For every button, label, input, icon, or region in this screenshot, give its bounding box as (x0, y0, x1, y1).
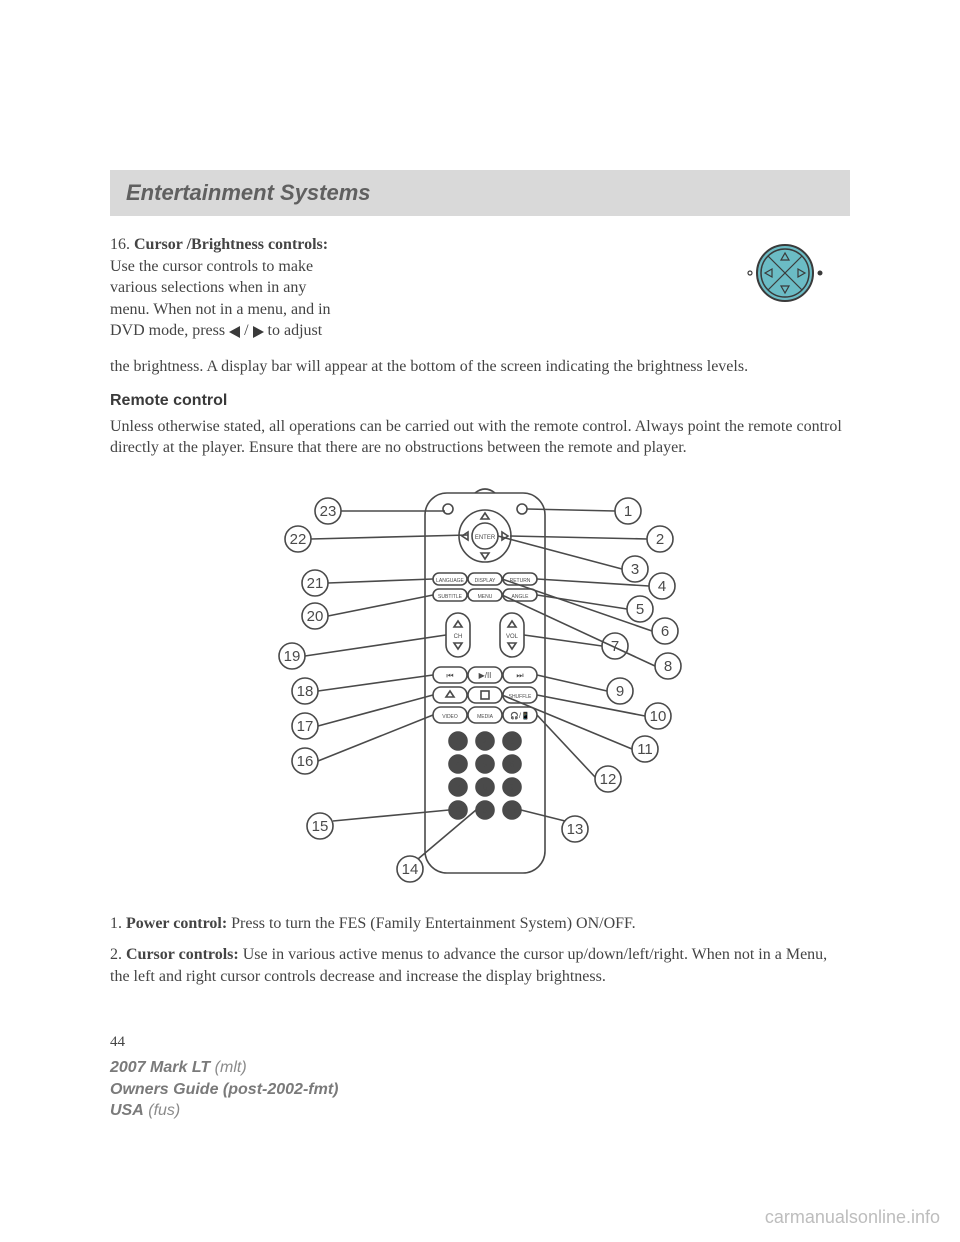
svg-text:1: 1 (456, 737, 461, 746)
svg-text:3: 3 (510, 737, 515, 746)
line: various selections when in any (110, 279, 306, 296)
dpad-svg (730, 238, 840, 308)
item-number: 2. (110, 946, 122, 963)
triangle-left-icon (229, 326, 240, 338)
svg-text:16: 16 (297, 753, 314, 770)
item-2: 2. Cursor controls: Use in various activ… (110, 944, 850, 987)
page-content: Entertainment Systems 16. Cursor /Bright… (0, 0, 960, 1051)
svg-text:21: 21 (307, 575, 324, 592)
item-title: Cursor controls: (126, 946, 239, 963)
footer-model: 2007 Mark LT (110, 1059, 210, 1076)
footer-region: USA (110, 1102, 144, 1119)
svg-text:6: 6 (661, 623, 669, 640)
svg-text:20: 20 (307, 608, 324, 625)
item-number: 1. (110, 915, 122, 932)
svg-text:4: 4 (658, 578, 666, 595)
svg-text:13: 13 (567, 821, 584, 838)
remote-para: Unless otherwise stated, all operations … (110, 416, 850, 459)
svg-text:6: 6 (510, 760, 515, 769)
svg-text:0: 0 (483, 806, 488, 815)
svg-text:2: 2 (656, 531, 664, 548)
svg-text:17: 17 (297, 718, 314, 735)
svg-text:CH: CH (454, 634, 463, 640)
svg-text:🎧/📱: 🎧/📱 (510, 711, 529, 720)
item-1: 1. Power control: Press to turn the FES … (110, 913, 850, 935)
svg-text:11: 11 (637, 741, 653, 758)
line: menu. When not in a menu, and in (110, 301, 331, 318)
triangle-right-icon (253, 326, 264, 338)
svg-text:ENTER: ENTER (475, 535, 496, 541)
svg-text:9: 9 (510, 783, 515, 792)
remote-diagram: ENTER LANGUAGE DISPLAY RETURN SUBTITLE M… (220, 481, 740, 891)
svg-text:22: 22 (290, 531, 307, 548)
svg-text:4: 4 (456, 760, 461, 769)
svg-text:8: 8 (483, 783, 488, 792)
svg-text:9: 9 (616, 683, 624, 700)
svg-text:7: 7 (456, 783, 461, 792)
line: DVD mode, press (110, 322, 225, 339)
section-header-title: Entertainment Systems (126, 180, 834, 206)
svg-text:MEDIA: MEDIA (477, 714, 494, 720)
line: Use the cursor controls to make (110, 258, 313, 275)
svg-text:VIDEO: VIDEO (442, 714, 458, 720)
item-title: Power control: (126, 915, 227, 932)
footer-block: 2007 Mark LT (mlt) Owners Guide (post-20… (110, 1057, 338, 1122)
svg-text:5: 5 (483, 760, 488, 769)
footer-region-code: (fus) (148, 1102, 180, 1119)
svg-text:5: 5 (636, 601, 644, 618)
svg-text:LANGUAGE: LANGUAGE (436, 578, 464, 584)
svg-text:C: C (455, 806, 461, 815)
svg-text:⏭: ⏭ (516, 671, 523, 680)
page-number: 44 (110, 1034, 850, 1051)
svg-text:+10: +10 (507, 809, 518, 815)
svg-text:▶/II: ▶/II (479, 671, 492, 680)
svg-text:8: 8 (664, 658, 672, 675)
remote-heading: Remote control (110, 392, 850, 410)
slash: / (244, 322, 248, 339)
svg-text:15: 15 (312, 818, 329, 835)
svg-text:23: 23 (320, 503, 337, 520)
section-header-bar: Entertainment Systems (110, 170, 850, 216)
section-16-continued: the brightness. A display bar will appea… (110, 356, 850, 378)
svg-text:12: 12 (600, 771, 617, 788)
svg-text:10: 10 (650, 708, 667, 725)
svg-text:19: 19 (284, 648, 301, 665)
svg-text:ANGLE: ANGLE (512, 594, 530, 600)
section-16: 16. Cursor /Brightness controls: Use the… (110, 234, 850, 342)
svg-text:3: 3 (631, 561, 639, 578)
watermark: carmanualsonline.info (765, 1207, 940, 1228)
svg-text:VOL: VOL (506, 634, 519, 640)
svg-text:14: 14 (402, 861, 419, 878)
footer-guide: Owners Guide (post-2002-fmt) (110, 1081, 338, 1098)
svg-text:MENU: MENU (478, 594, 493, 600)
svg-text:SUBTITLE: SUBTITLE (438, 594, 463, 600)
item-title: Cursor /Brightness controls: (134, 236, 328, 253)
dpad-illustration (720, 234, 850, 342)
item-number: 16. (110, 236, 130, 253)
footer-code: (mlt) (215, 1059, 247, 1076)
section-16-text: 16. Cursor /Brightness controls: Use the… (110, 234, 700, 342)
item-text: Press to turn the FES (Family Entertainm… (231, 915, 635, 932)
line: to adjust (268, 322, 323, 339)
svg-text:DISPLAY: DISPLAY (475, 578, 496, 584)
svg-text:18: 18 (297, 683, 314, 700)
svg-text:2: 2 (483, 737, 488, 746)
svg-text:⏮: ⏮ (446, 671, 453, 680)
svg-text:1: 1 (624, 503, 632, 520)
